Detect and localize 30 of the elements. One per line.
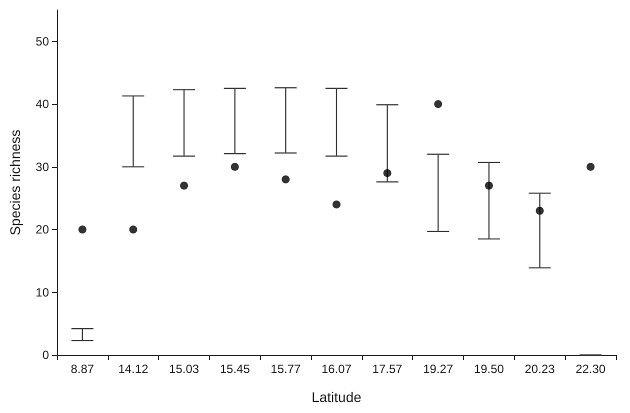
x-tick-label: 22.30 [576, 362, 606, 376]
x-tick-label: 15.03 [169, 362, 200, 376]
x-tick-label: 19.50 [474, 362, 504, 376]
point [230, 162, 239, 171]
point [129, 226, 138, 234]
y-tick-label: 0 [42, 348, 50, 362]
y-tick-label: 30 [36, 160, 50, 174]
x-tick-label: 16.07 [321, 362, 352, 376]
point [434, 100, 442, 108]
point [332, 200, 340, 208]
x-tick-label: 17.57 [372, 362, 403, 376]
point [180, 182, 188, 190]
x-axis-title: Latitude [312, 389, 362, 405]
x-tick-label: 15.45 [220, 362, 250, 376]
y-tick-label: 20 [36, 222, 50, 237]
point [536, 206, 544, 215]
y-tick-label: 50 [36, 34, 50, 48]
point [78, 226, 86, 234]
y-tick-label: 40 [36, 97, 50, 112]
point [282, 175, 290, 184]
x-tick-label: 15.77 [270, 362, 302, 376]
point [484, 182, 493, 190]
point [383, 169, 392, 178]
x-tick-label: 20.23 [524, 362, 556, 376]
x-tick-label: 14.12 [118, 362, 149, 376]
point [586, 162, 595, 171]
y-axis-title: Species richness [7, 130, 23, 236]
y-tick-label: 10 [36, 285, 50, 300]
x-tick-label: 19.27 [423, 362, 454, 376]
x-tick-label: 8.87 [70, 362, 94, 376]
